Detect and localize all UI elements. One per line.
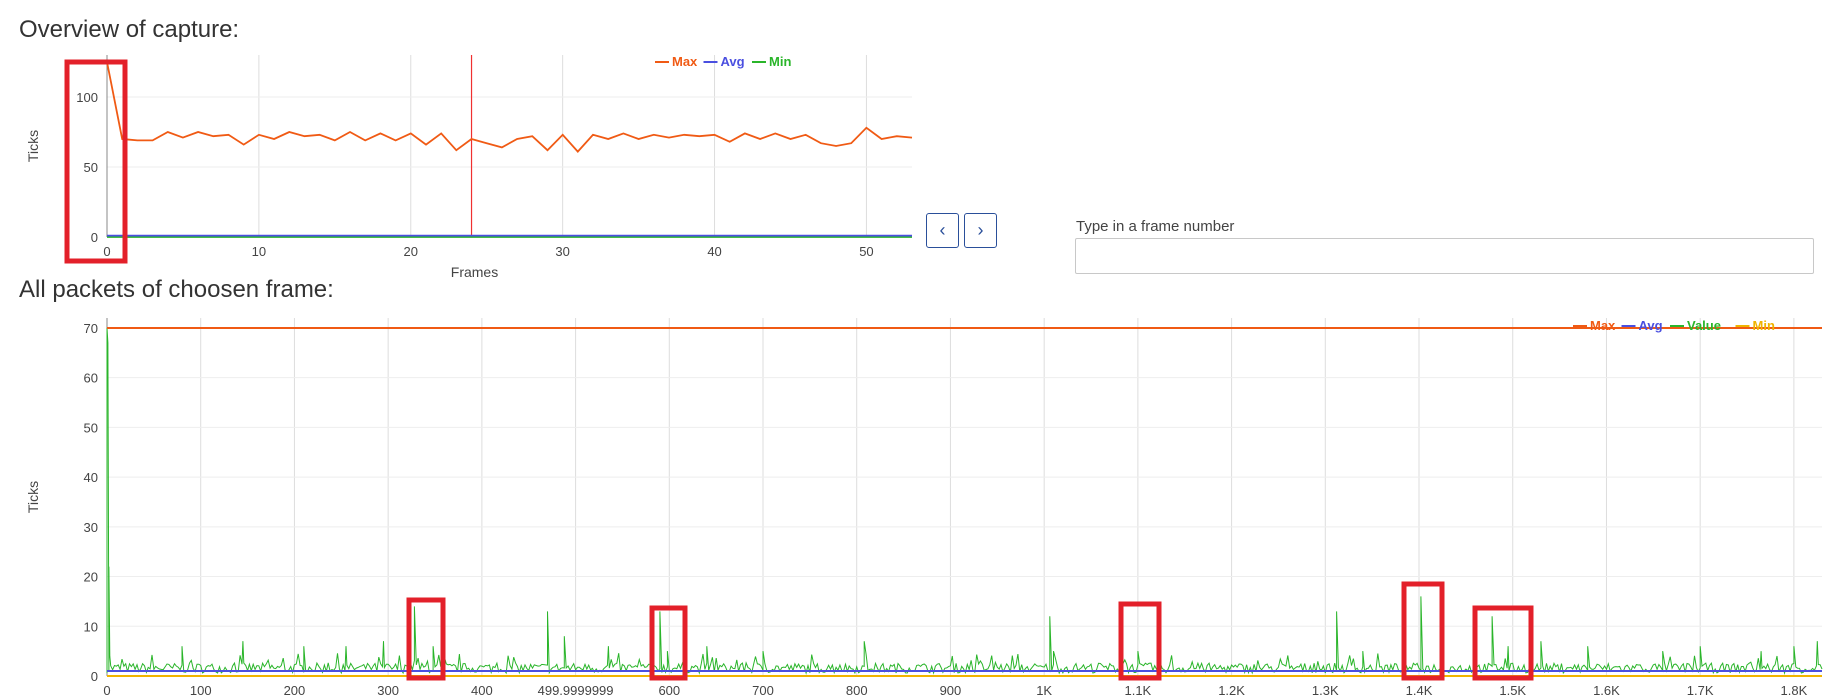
x-tick-label: 40 — [707, 244, 721, 259]
y-axis-title: Ticks — [25, 481, 41, 513]
highlight-box — [1118, 601, 1162, 681]
highlight-box — [1472, 605, 1534, 681]
x-tick-label: 1.8K — [1781, 683, 1808, 698]
legend-label-avg: Avg — [1639, 318, 1663, 333]
x-tick-label: 0 — [103, 244, 110, 259]
highlight-box — [64, 59, 128, 264]
series-line-max — [106, 61, 913, 153]
x-tick-label: 200 — [284, 683, 306, 698]
x-tick-label: 1.2K — [1218, 683, 1245, 698]
x-tick-label: 499.9999999 — [538, 683, 614, 698]
x-tick-label: 1.1K — [1124, 683, 1151, 698]
highlight-box — [649, 605, 688, 681]
y-tick-label: 10 — [84, 619, 98, 634]
x-tick-label: 1.5K — [1499, 683, 1526, 698]
legend-label-max: Max — [672, 54, 698, 69]
x-tick-label: 50 — [859, 244, 873, 259]
legend-label-min: Min — [769, 54, 791, 69]
chevron-left-icon: ‹ — [939, 220, 946, 240]
frame-number-label: Type in a frame number — [1076, 218, 1235, 235]
frame-number-input[interactable] — [1075, 238, 1814, 274]
y-tick-label: 50 — [84, 420, 98, 435]
highlight-box — [406, 597, 446, 681]
legend-label-min: Min — [1753, 318, 1775, 333]
legend-label-avg: Avg — [721, 54, 745, 69]
x-tick-label: 100 — [190, 683, 212, 698]
next-frame-button[interactable]: › — [964, 213, 997, 248]
x-tick-label: 1.6K — [1593, 683, 1620, 698]
x-tick-label: 700 — [752, 683, 774, 698]
x-tick-label: 30 — [555, 244, 569, 259]
y-tick-label: 0 — [91, 669, 98, 684]
y-tick-label: 20 — [84, 570, 98, 585]
y-tick-label: 50 — [84, 160, 98, 175]
x-tick-label: 1K — [1036, 683, 1052, 698]
previous-frame-button[interactable]: ‹ — [926, 213, 959, 248]
x-tick-label: 300 — [377, 683, 399, 698]
legend-label-value: Value — [1687, 318, 1721, 333]
y-tick-label: 70 — [84, 321, 98, 336]
y-axis-title: Ticks — [25, 130, 41, 162]
highlight-box — [1401, 581, 1445, 681]
x-tick-label: 20 — [404, 244, 418, 259]
overview-title: Overview of capture: — [19, 16, 240, 43]
x-tick-label: 0 — [103, 683, 110, 698]
y-tick-label: 100 — [76, 90, 98, 105]
series-line-value — [106, 327, 1823, 675]
y-tick-label: 30 — [84, 520, 98, 535]
x-tick-label: 1.4K — [1406, 683, 1433, 698]
chevron-right-icon: › — [977, 220, 984, 240]
y-tick-label: 0 — [91, 230, 98, 245]
y-tick-label: 60 — [84, 371, 98, 386]
y-tick-label: 40 — [84, 470, 98, 485]
x-tick-label: 400 — [471, 683, 493, 698]
x-tick-label: 10 — [252, 244, 266, 259]
packets-title: All packets of choosen frame: — [19, 276, 334, 303]
legend-label-max: Max — [1590, 318, 1616, 333]
x-tick-label: 1.3K — [1312, 683, 1339, 698]
x-tick-label: 800 — [846, 683, 868, 698]
x-axis-title: Frames — [451, 264, 498, 280]
x-tick-label: 600 — [658, 683, 680, 698]
x-tick-label: 1.7K — [1687, 683, 1714, 698]
x-tick-label: 900 — [940, 683, 962, 698]
